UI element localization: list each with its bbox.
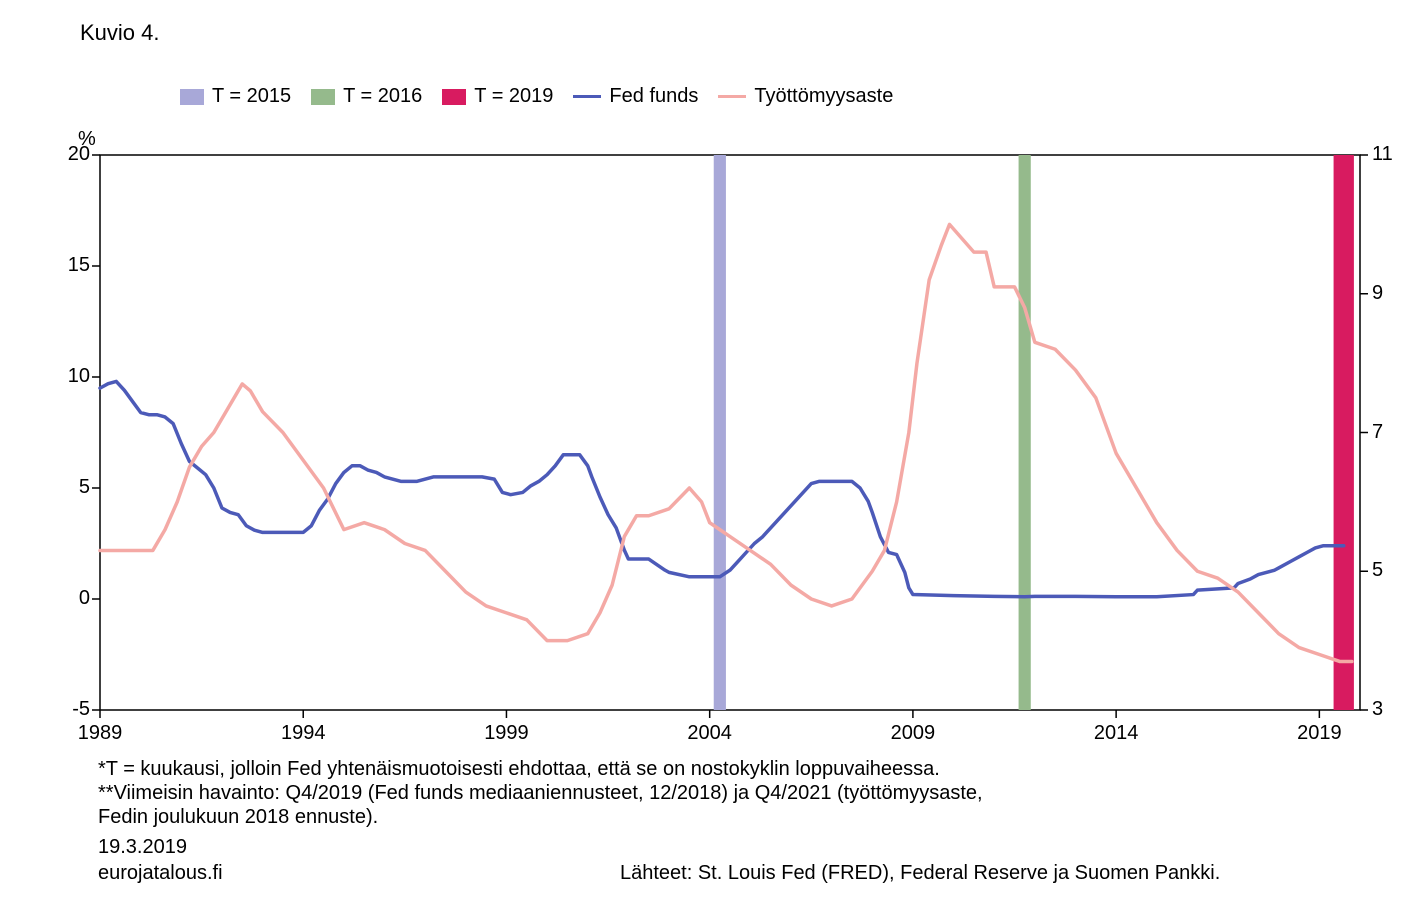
x-tick: 1989	[70, 722, 130, 745]
footer-date: 19.3.2019	[98, 836, 187, 859]
y-tick-right: 7	[1372, 421, 1406, 444]
y-tick-left: 20	[30, 143, 90, 166]
legend-swatch-line	[718, 95, 746, 98]
legend-label: T = 2019	[474, 85, 553, 108]
marker-T2019	[1334, 155, 1354, 710]
footer-site: eurojatalous.fi	[98, 862, 223, 885]
chart-plot	[100, 155, 1360, 710]
legend-item: Fed funds	[573, 85, 698, 108]
legend-item: T = 2019	[442, 85, 553, 108]
y-tick-right: 11	[1372, 143, 1406, 166]
y-tick-left: 10	[30, 365, 90, 388]
marker-T2016	[1019, 155, 1031, 710]
x-tick: 2004	[680, 722, 740, 745]
chart-title: Kuvio 4.	[80, 20, 160, 46]
legend-item: Työttömyysaste	[718, 85, 893, 108]
legend-label: Työttömyysaste	[754, 85, 893, 108]
x-tick: 1994	[273, 722, 333, 745]
x-tick: 2019	[1289, 722, 1349, 745]
legend-label: Fed funds	[609, 85, 698, 108]
y-tick-right: 9	[1372, 282, 1406, 305]
y-tick-left: 15	[30, 254, 90, 277]
legend-swatch-box	[180, 89, 204, 105]
y-tick-left: 5	[30, 476, 90, 499]
footer-line: **Viimeisin havainto: Q4/2019 (Fed funds…	[98, 782, 983, 805]
y-tick-left: -5	[30, 698, 90, 721]
y-tick-right: 3	[1372, 698, 1406, 721]
x-tick: 2009	[883, 722, 943, 745]
marker-T2015	[714, 155, 726, 710]
legend-item: T = 2015	[180, 85, 291, 108]
legend-swatch-line	[573, 95, 601, 98]
legend-label: T = 2016	[343, 85, 422, 108]
footer-line: *T = kuukausi, jolloin Fed yhtenäismuoto…	[98, 758, 940, 781]
legend-swatch-box	[442, 89, 466, 105]
footer-line: Fedin joulukuun 2018 ennuste).	[98, 806, 378, 829]
legend-item: T = 2016	[311, 85, 422, 108]
legend-label: T = 2015	[212, 85, 291, 108]
y-tick-right: 5	[1372, 559, 1406, 582]
x-tick: 1999	[476, 722, 536, 745]
legend: T = 2015 T = 2016 T = 2019 Fed funds Työttöm…	[180, 85, 893, 108]
x-tick: 2014	[1086, 722, 1146, 745]
y-tick-left: 0	[30, 587, 90, 610]
source-text: Lähteet: St. Louis Fed (FRED), Federal R…	[620, 862, 1220, 885]
legend-swatch-box	[311, 89, 335, 105]
